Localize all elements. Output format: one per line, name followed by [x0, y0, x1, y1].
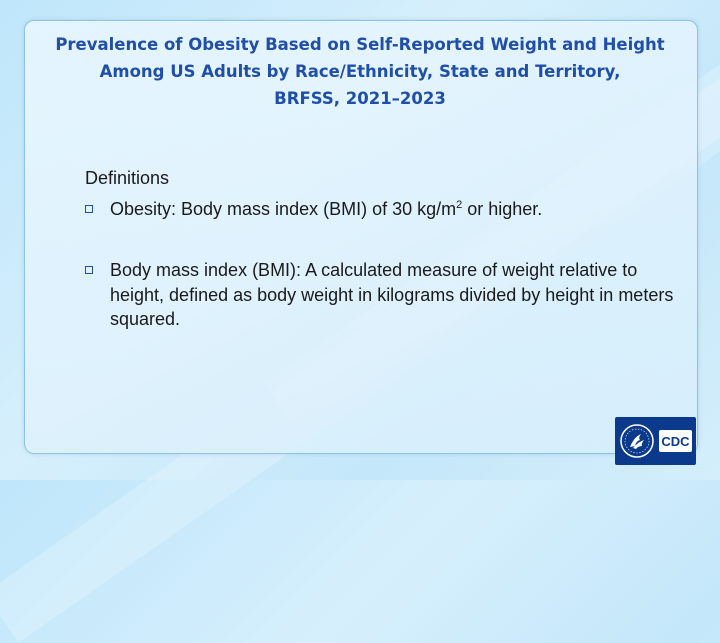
definitions-heading: Definitions: [85, 168, 170, 188]
cdc-logo: CDC: [615, 417, 696, 465]
definition-item-obesity: Obesity: Body mass index (BMI) of 30 kg/…: [85, 197, 645, 222]
hhs-eagle-icon: [620, 424, 654, 458]
definition-item-bmi: Body mass index (BMI): A calculated meas…: [85, 258, 675, 332]
slide-panel: [24, 20, 698, 454]
title-line-3: BRFSS, 2021–2023: [274, 89, 446, 108]
title-line-2: Among US Adults by Race/Ethnicity, State…: [99, 62, 621, 81]
slide-title: Prevalence of Obesity Based on Self-Repo…: [0, 31, 720, 112]
definition-text: Body mass index (BMI): A calculated meas…: [110, 260, 674, 329]
definition-text: Obesity: Body mass index (BMI) of 30 kg/…: [110, 199, 543, 219]
cdc-logo-text: CDC: [661, 434, 690, 449]
square-bullet-icon: [85, 266, 93, 274]
superscript: 2: [456, 199, 463, 211]
square-bullet-icon: [85, 205, 93, 213]
title-line-1: Prevalence of Obesity Based on Self-Repo…: [55, 35, 665, 54]
